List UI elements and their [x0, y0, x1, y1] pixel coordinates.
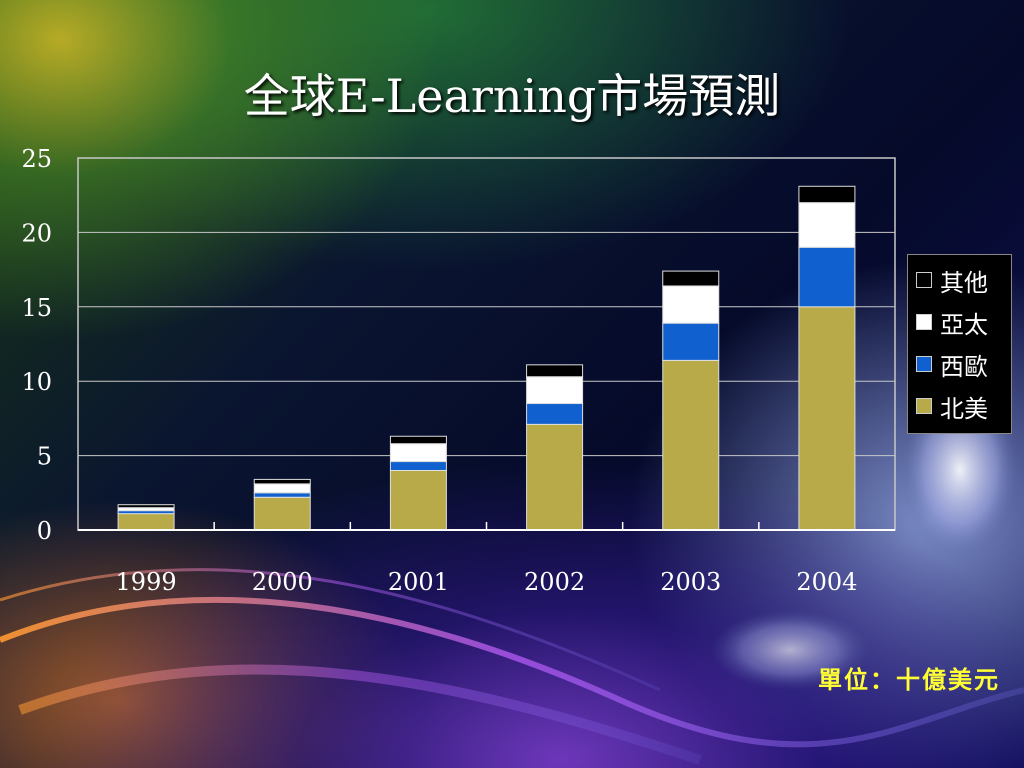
grid-lines: [78, 157, 895, 457]
unit-note: 單位：十億美元: [818, 666, 1000, 694]
legend-label: 北美: [940, 394, 988, 423]
bars: [117, 185, 856, 531]
y-tick-label: 10: [21, 368, 52, 396]
y-tick-label: 5: [37, 443, 52, 471]
legend-item: 西歐: [916, 347, 988, 381]
legend-swatch: [916, 314, 932, 330]
bar-segment: [662, 270, 720, 287]
x-tick-label: 2003: [660, 568, 721, 596]
bar-segment: [526, 423, 584, 531]
legend-swatch: [916, 356, 932, 372]
bar-segment: [253, 492, 311, 498]
legend-item: 亞太: [916, 305, 988, 339]
bar-segment: [526, 403, 584, 425]
legend-label: 其他: [940, 268, 988, 297]
bar-segment: [389, 435, 447, 445]
bar-segment: [526, 376, 584, 405]
bar-segment: [662, 285, 720, 324]
legend-label: 西歐: [940, 352, 988, 381]
legend-swatch: [916, 272, 932, 288]
bar-segment: [526, 364, 584, 378]
legend-label: 亞太: [940, 310, 988, 339]
bar-segment: [117, 513, 175, 531]
chart-legend: 其他 亞太 西歐 北美: [907, 254, 1012, 434]
y-tick-label: 25: [21, 145, 52, 173]
bar-segment: [389, 443, 447, 463]
bar-segment: [253, 483, 311, 494]
bar-segment: [253, 496, 311, 531]
x-tick-label: 2002: [524, 568, 585, 596]
y-tick-label: 15: [21, 294, 52, 322]
x-tick-label: 2001: [388, 568, 449, 596]
legend-swatch: [916, 398, 932, 414]
bar-segment: [798, 246, 856, 308]
x-tick-label: 1999: [116, 568, 177, 596]
bar-segment: [798, 185, 856, 204]
bar-segment: [389, 461, 447, 471]
legend-item: 其他: [916, 263, 988, 297]
bar-segment: [798, 202, 856, 248]
bar-segment: [798, 306, 856, 531]
bar-segment: [253, 478, 311, 485]
y-tick-label: 20: [21, 219, 52, 247]
bar-segment: [662, 359, 720, 531]
page-title: 全球E-Learning市場預測: [243, 69, 781, 123]
y-tick-labels: 0 5 10 15 20 25: [21, 145, 52, 545]
legend-item: 北美: [916, 389, 988, 423]
axes: [77, 157, 896, 531]
x-tick-labels: 1999 2000 2001 2002 2003 2004: [116, 568, 858, 596]
y-tick-label: 0: [37, 517, 52, 545]
x-tick-label: 2000: [252, 568, 313, 596]
plot-frame: [77, 157, 896, 531]
x-tick-label: 2004: [796, 568, 857, 596]
bar-segment: [662, 322, 720, 361]
bar-segment: [389, 469, 447, 531]
bar-segment: [117, 504, 175, 509]
